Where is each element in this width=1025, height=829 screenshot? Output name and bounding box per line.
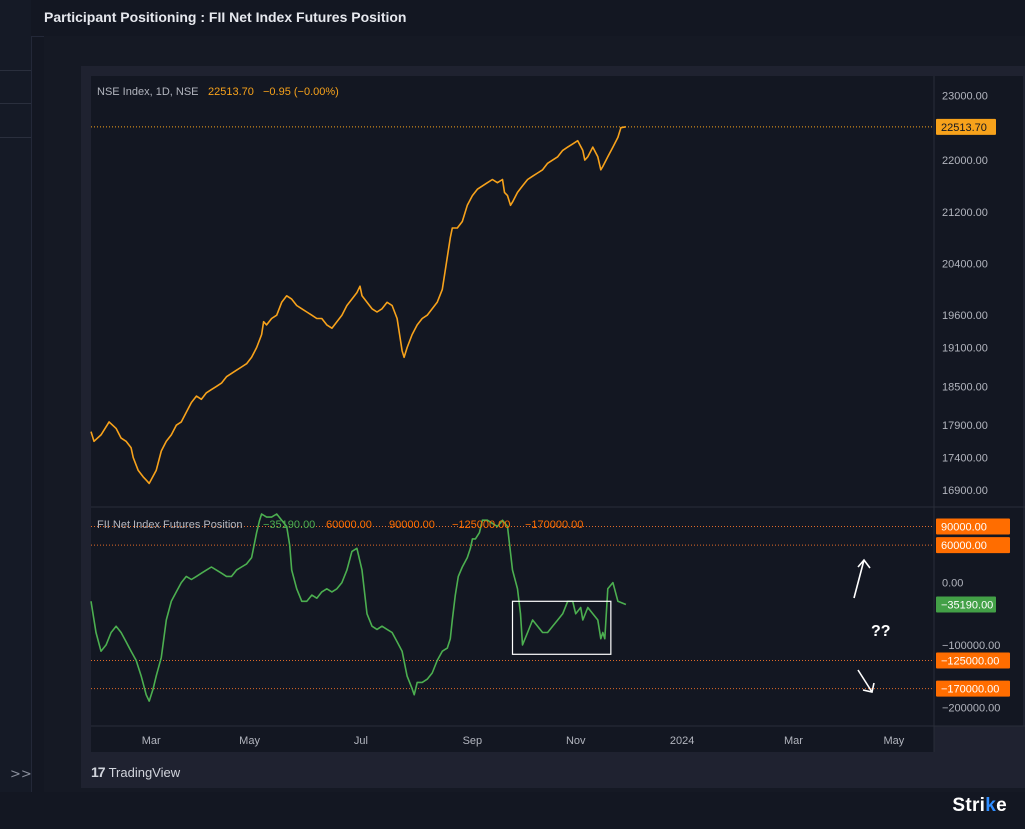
reference-line-label: 90000.00 xyxy=(941,521,987,533)
legend-value: −35190.00 xyxy=(263,519,315,531)
strike-logo-text: Stri xyxy=(952,795,986,816)
arrow-down-icon xyxy=(857,669,875,693)
legend-value: −170000.00 xyxy=(525,519,583,531)
x-tick-label: May xyxy=(239,735,260,747)
price-scale-background xyxy=(934,76,1023,726)
legend-value: 60000.00 xyxy=(326,519,372,531)
last-value-label: 22513.70 xyxy=(941,122,987,134)
strike-logo-text-end: e xyxy=(996,795,1007,816)
last-value-label-box xyxy=(936,596,996,613)
last-value-label-box xyxy=(936,118,996,135)
series-line xyxy=(90,126,627,485)
expand-sidebar-icon[interactable]: >> xyxy=(10,767,32,782)
tradingview-logo-icon: 17 xyxy=(91,764,106,780)
y-tick-label: 22000.00 xyxy=(942,155,988,167)
tradingview-name: TradingView xyxy=(108,764,181,780)
y-tick-label: 19100.00 xyxy=(942,343,988,355)
strike-logo-accent: k xyxy=(985,795,997,816)
y-tick-label: 17900.00 xyxy=(942,420,988,432)
tradingview-chart[interactable]: 23000.00 22000.00 21200.00 20400.00 19600.00… xyxy=(81,66,1025,788)
reference-line-label: −125000.00 xyxy=(941,656,999,668)
series-line xyxy=(90,513,627,702)
strike-logo: Strike xyxy=(952,795,1007,817)
legend-change: −0.95 (−0.00%) xyxy=(263,86,339,98)
y-tick-label: 17400.00 xyxy=(942,453,988,465)
y-tick-label: 16900.00 xyxy=(942,485,988,497)
legend-value: 22513.70 xyxy=(208,86,254,98)
x-tick-label: Jul xyxy=(354,735,368,747)
chart-frame[interactable]: 23000.00 22000.00 21200.00 20400.00 19600.00… xyxy=(81,66,1025,788)
reference-line-label: 60000.00 xyxy=(941,540,987,552)
time-scale-background xyxy=(91,726,934,752)
tradingview-watermark: 17 TradingView xyxy=(91,764,180,780)
sidebar-divider xyxy=(0,103,31,104)
y-tick-label: 0.00 xyxy=(942,578,963,590)
reference-line-label-box xyxy=(936,680,1010,697)
legend-series-name: FII Net Index Futures Position xyxy=(97,519,243,531)
sidebar-divider xyxy=(0,70,31,71)
x-tick-label: Sep xyxy=(463,735,483,747)
legend-value: −125000.00 xyxy=(452,519,510,531)
legend-value: 90000.00 xyxy=(389,519,435,531)
x-tick-label: Mar xyxy=(142,735,161,747)
y-tick-label: −100000.00 xyxy=(942,640,1000,652)
footer-bar xyxy=(0,792,1025,829)
reference-line-label-box xyxy=(936,518,1010,535)
legend-series-name: NSE Index, 1D, NSE xyxy=(97,86,199,98)
y-tick-label: 21200.00 xyxy=(942,207,988,219)
y-tick-label: 20400.00 xyxy=(942,259,988,271)
sidebar-divider xyxy=(0,137,31,138)
page-title: Participant Positioning : FII Net Index … xyxy=(44,9,407,25)
x-tick-label: Mar xyxy=(784,735,803,747)
x-tick-label: 2024 xyxy=(670,735,694,747)
left-sidebar: >> xyxy=(0,0,32,792)
reference-line-label-box xyxy=(936,652,1010,669)
last-value-label: −35190.00 xyxy=(941,600,993,612)
y-tick-label: 18500.00 xyxy=(942,381,988,393)
reference-line-label: −170000.00 xyxy=(941,684,999,696)
header-bar: Participant Positioning : FII Net Index … xyxy=(31,0,1025,37)
x-tick-label: Nov xyxy=(566,735,586,747)
y-tick-label: 19600.00 xyxy=(942,310,988,322)
x-tick-label: May xyxy=(883,735,904,747)
arrow-up-icon xyxy=(853,558,871,599)
annotation-box xyxy=(511,600,612,655)
y-tick-label: 23000.00 xyxy=(942,90,988,102)
annotation-text: ?? xyxy=(871,623,891,640)
reference-line-label-box xyxy=(936,537,1010,554)
y-tick-label: −200000.00 xyxy=(942,702,1000,714)
